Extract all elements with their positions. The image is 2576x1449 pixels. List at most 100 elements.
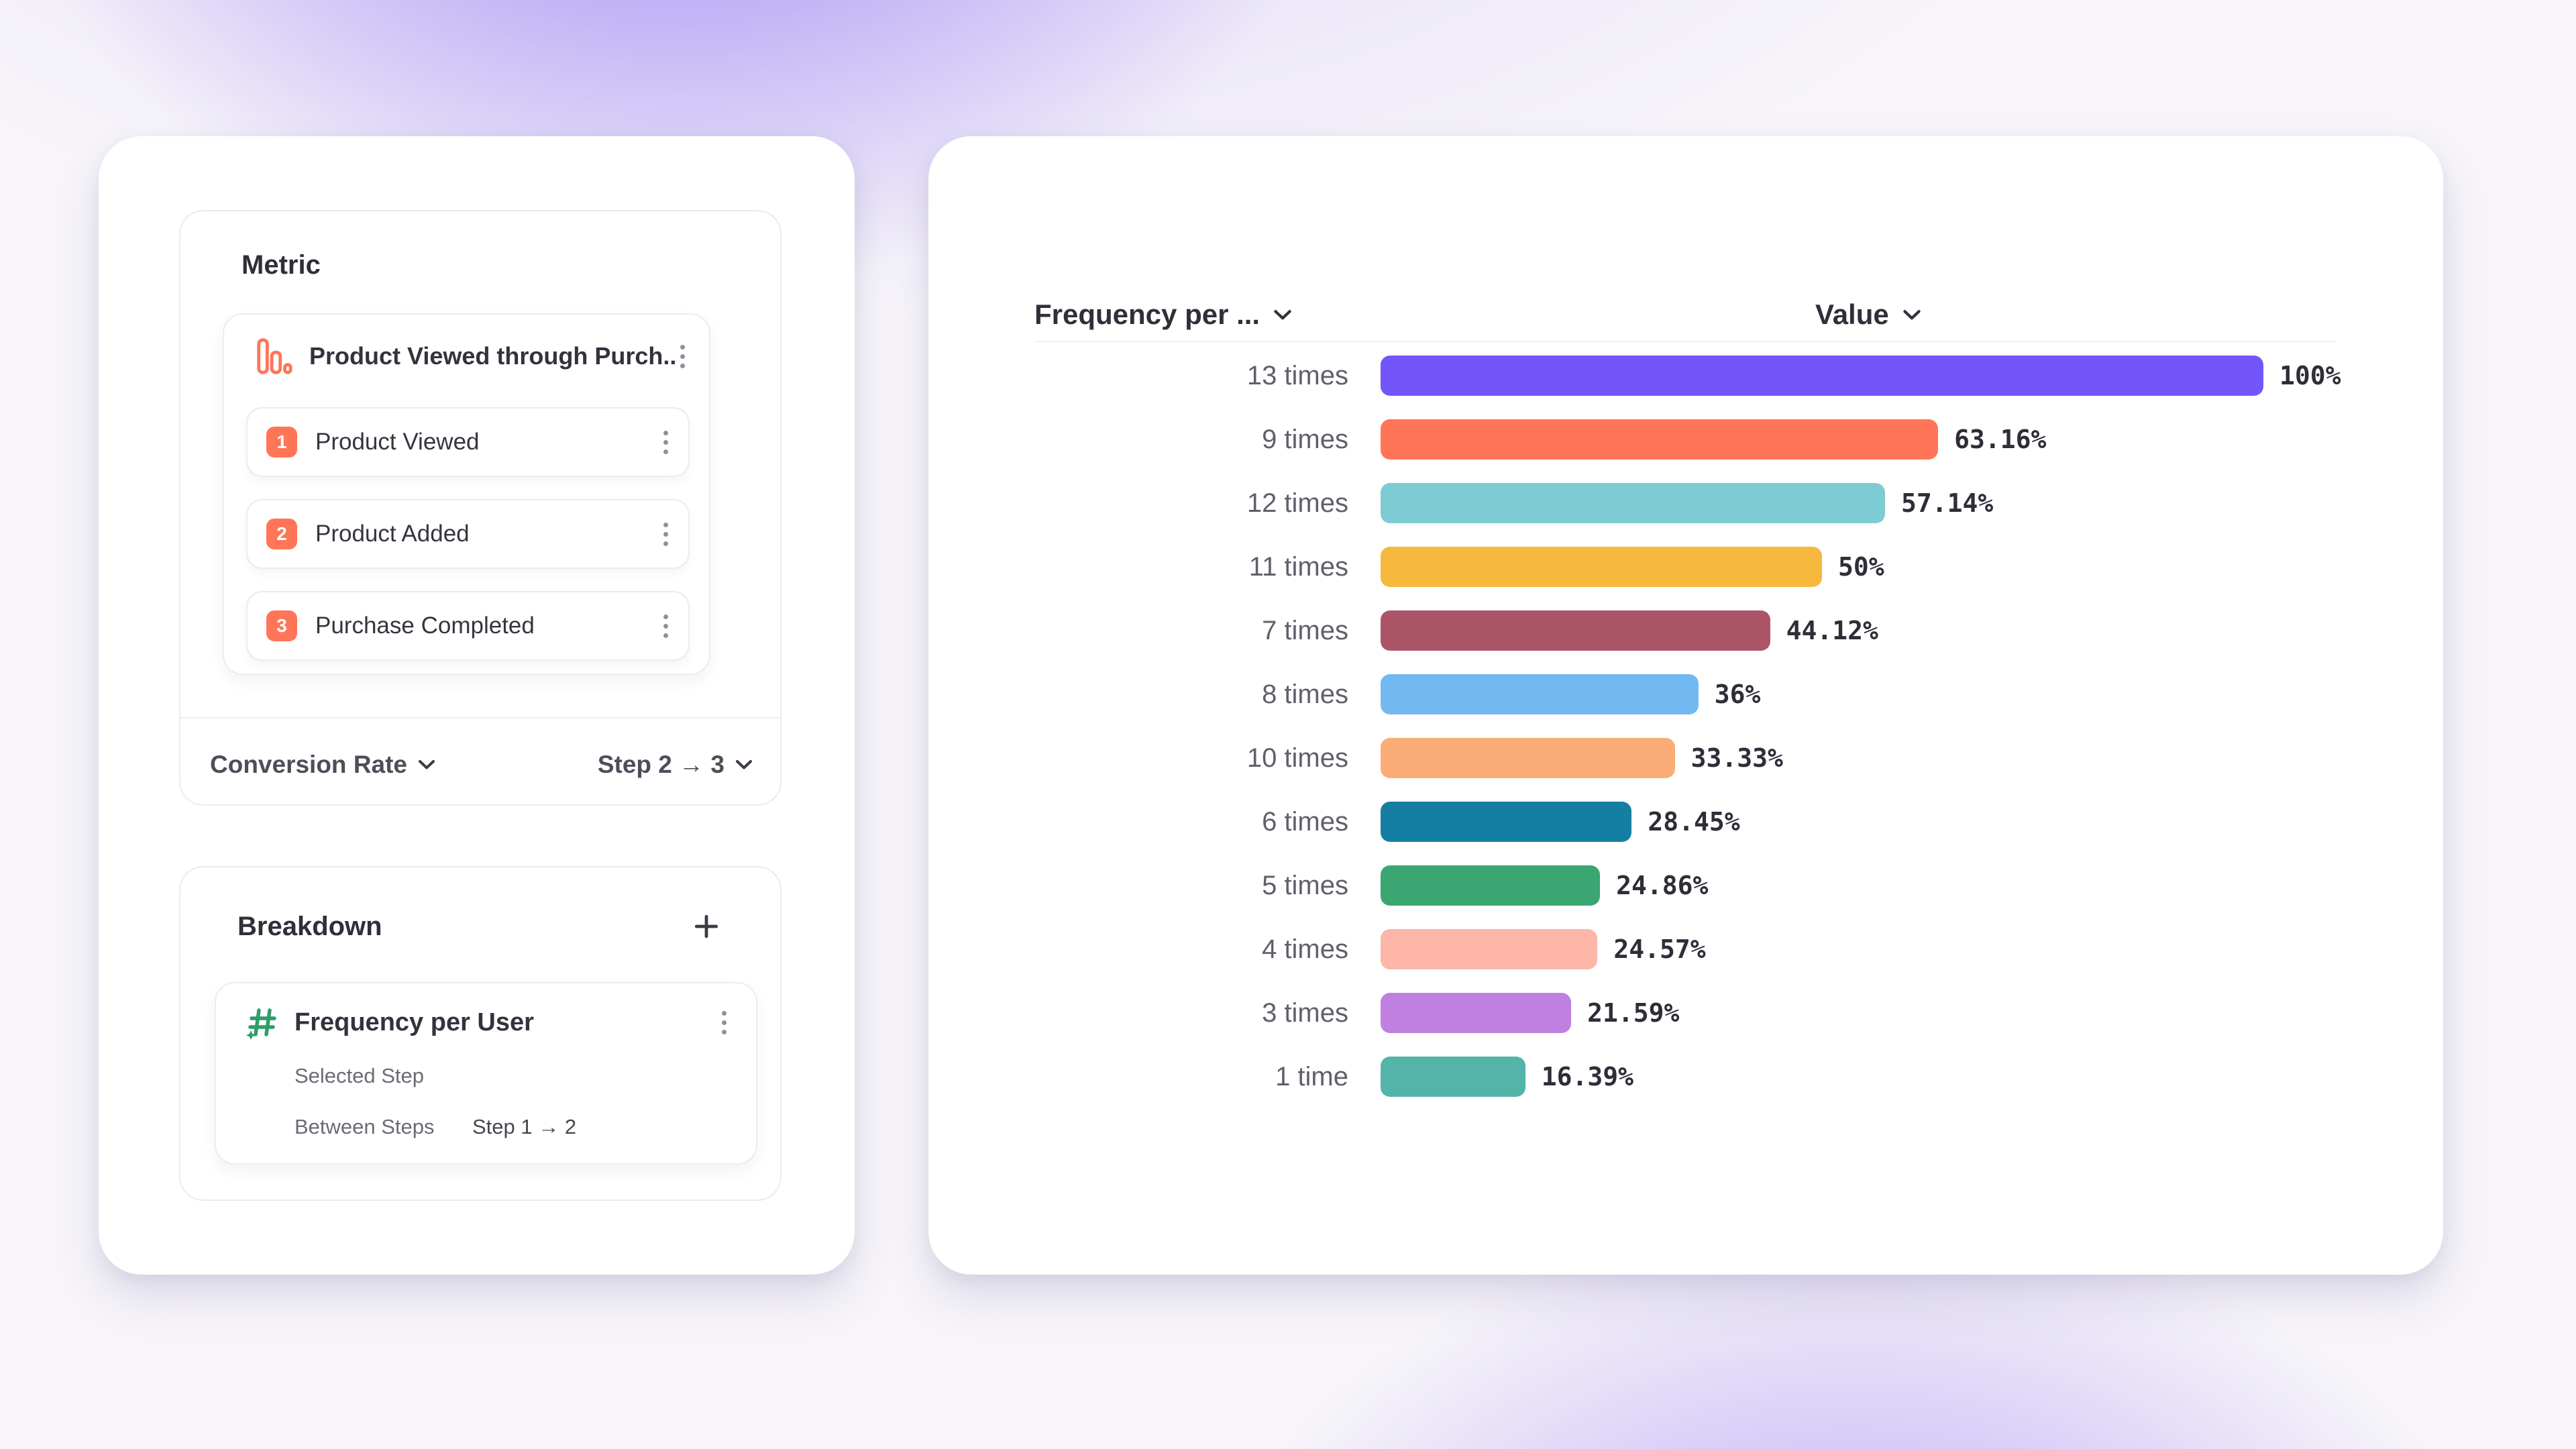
- conversion-rate-label: Conversion Rate: [210, 751, 408, 778]
- breakdown-panel: Breakdown Frequency per User S: [179, 866, 782, 1201]
- chart-row: 9 times 63.16%: [1134, 419, 2263, 460]
- bar[interactable]: [1381, 547, 1822, 587]
- chart-rows: 13 times 100% 9 times 63.16% 12 times 57.14% 1…: [1134, 356, 2341, 1120]
- bar-category-label: 5 times: [1262, 870, 1348, 900]
- bar-value-label: 50%: [1838, 552, 1884, 582]
- bar[interactable]: [1381, 1057, 1525, 1097]
- funnel-step-2[interactable]: 2 Product Added: [246, 499, 690, 569]
- funnel-title: Product Viewed through Purch...: [309, 342, 675, 370]
- step-range-dropdown[interactable]: Step 2 → 3: [598, 751, 753, 779]
- breakdown-section-title: Breakdown: [237, 912, 382, 941]
- more-options-button[interactable]: [716, 1006, 732, 1040]
- more-options-button[interactable]: [658, 517, 674, 551]
- bar[interactable]: [1381, 419, 1939, 460]
- funnel-title-row[interactable]: Product Viewed through Purch...: [253, 332, 690, 380]
- bar-category-label: 13 times: [1246, 360, 1348, 390]
- bar-category-label: 10 times: [1246, 743, 1348, 773]
- bar-track: 28.45%: [1381, 802, 2263, 842]
- chart-row: 5 times 24.86%: [1134, 865, 2263, 906]
- bar-track: 24.86%: [1381, 865, 2263, 906]
- category-column-header-dropdown[interactable]: Frequency per ...: [1034, 293, 1292, 336]
- bar-value-label: 33.33%: [1690, 743, 1783, 773]
- selected-step-label: Selected Step: [294, 1064, 425, 1087]
- bar-value-label: 24.86%: [1616, 871, 1709, 900]
- breakdown-item-title: Frequency per User: [294, 1008, 534, 1036]
- bar-value-label: 16.39%: [1541, 1062, 1633, 1091]
- bar[interactable]: [1381, 483, 1885, 523]
- query-builder-card: Metric Product Viewed through Purch... 1…: [99, 136, 855, 1275]
- funnel-chart-icon: [253, 335, 294, 377]
- chart-card: Frequency per ... Value 13 times 100% 9 ti…: [928, 136, 2443, 1275]
- metric-section-title: Metric: [241, 250, 321, 280]
- bar-category-label: 9 times: [1262, 424, 1348, 454]
- bar-category-label: 6 times: [1262, 806, 1348, 837]
- more-options-button[interactable]: [658, 425, 674, 460]
- value-column-header-dropdown[interactable]: Value: [1815, 293, 1921, 336]
- bar[interactable]: [1381, 993, 1572, 1033]
- bar-category-label: 7 times: [1262, 615, 1348, 645]
- chevron-down-icon: [1902, 309, 1921, 321]
- chart-row: 3 times 21.59%: [1134, 993, 2263, 1033]
- bar-category-label: 3 times: [1262, 998, 1348, 1028]
- chart-row: 7 times 44.12%: [1134, 610, 2263, 651]
- bar[interactable]: [1381, 738, 1675, 778]
- bar-track: 33.33%: [1381, 738, 2263, 778]
- chart-row: 4 times 24.57%: [1134, 929, 2263, 969]
- bar-value-label: 21.59%: [1587, 998, 1680, 1028]
- bar-value-label: 28.45%: [1648, 807, 1740, 837]
- chart-row: 8 times 36%: [1134, 674, 2263, 714]
- chart-row: 1 time 16.39%: [1134, 1057, 2263, 1097]
- more-options-button[interactable]: [658, 609, 674, 643]
- funnel-steps: 1 Product Viewed 2 Product Added 3 Purch…: [246, 407, 690, 683]
- step-range-label: Step 2 → 3: [597, 751, 724, 778]
- chart-row: 11 times 50%: [1134, 547, 2263, 587]
- category-header-label: Frequency per ...: [1034, 299, 1260, 330]
- between-steps-value[interactable]: Step 1 → 2: [472, 1115, 577, 1138]
- bar-track: 57.14%: [1381, 483, 2263, 523]
- bar[interactable]: [1381, 610, 1770, 651]
- chart-row: 13 times 100%: [1134, 356, 2341, 396]
- bar[interactable]: [1381, 929, 1598, 969]
- numeric-hash-icon: [245, 1005, 280, 1040]
- funnel-step-1[interactable]: 1 Product Viewed: [246, 407, 690, 477]
- bar-track: 16.39%: [1381, 1057, 2263, 1097]
- chart-row: 10 times 33.33%: [1134, 738, 2263, 778]
- step-number-badge: 2: [266, 519, 297, 549]
- conversion-rate-dropdown[interactable]: Conversion Rate: [210, 751, 435, 779]
- chart-row: 6 times 28.45%: [1134, 802, 2263, 842]
- more-options-button[interactable]: [675, 339, 690, 374]
- bar-value-label: 36%: [1714, 680, 1761, 709]
- funnel-step-3[interactable]: 3 Purchase Completed: [246, 591, 690, 661]
- bar-category-label: 11 times: [1248, 551, 1348, 582]
- bar-track: 36%: [1381, 674, 2263, 714]
- bar-category-label: 4 times: [1262, 934, 1348, 964]
- bar-value-label: 44.12%: [1786, 616, 1878, 645]
- divider: [1034, 341, 2336, 342]
- bar-track: 63.16%: [1381, 419, 2263, 460]
- step-label: Product Viewed: [315, 429, 480, 455]
- between-steps-label: Between Steps: [294, 1115, 435, 1138]
- add-breakdown-button[interactable]: [689, 909, 724, 944]
- bar-track: 44.12%: [1381, 610, 2263, 651]
- bar-track: 24.57%: [1381, 929, 2263, 969]
- bar-category-label: 8 times: [1262, 679, 1348, 709]
- step-label: Purchase Completed: [315, 612, 535, 639]
- bar-category-label: 1 time: [1275, 1061, 1348, 1091]
- bar-value-label: 57.14%: [1900, 488, 1994, 518]
- chevron-down-icon: [735, 759, 753, 770]
- bar[interactable]: [1381, 674, 1699, 714]
- breakdown-item-card[interactable]: Frequency per User Selected Step Between…: [215, 982, 757, 1165]
- funnel-metric-card: Product Viewed through Purch... 1 Produc…: [223, 313, 710, 675]
- bar-track: 21.59%: [1381, 993, 2263, 1033]
- divider: [180, 717, 780, 718]
- chart-row: 12 times 57.14%: [1134, 483, 2263, 523]
- breakdown-item-row: Frequency per User: [245, 1001, 732, 1044]
- bar[interactable]: [1381, 865, 1601, 906]
- bar-value-label: 63.16%: [1954, 425, 2047, 454]
- bar[interactable]: [1381, 802, 1632, 842]
- bar[interactable]: [1381, 356, 2263, 396]
- metric-footer: Conversion Rate Step 2 → 3: [210, 740, 753, 790]
- bar-value-label: 24.57%: [1613, 934, 1706, 964]
- bar-category-label: 12 times: [1246, 488, 1348, 518]
- step-number-badge: 1: [266, 427, 297, 458]
